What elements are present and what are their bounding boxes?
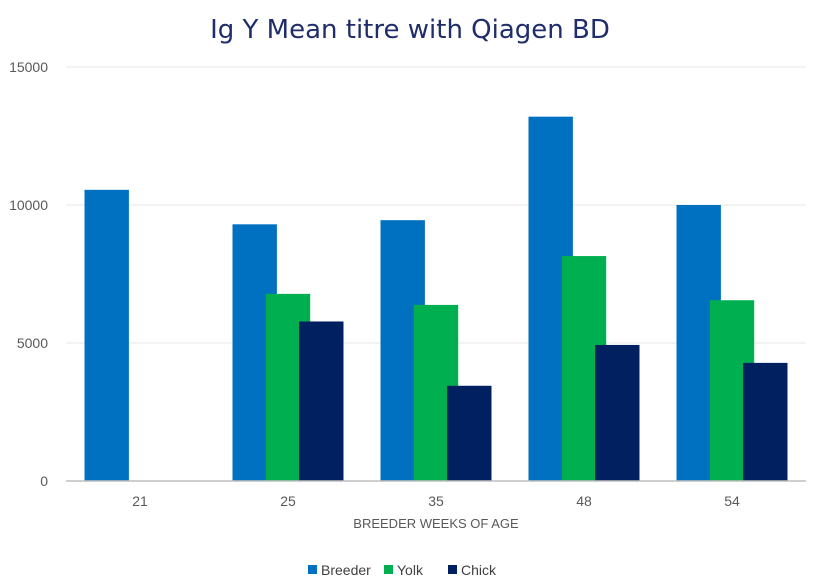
legend-item-yolk: Yolk (384, 562, 424, 578)
legend-label: Chick (461, 562, 497, 578)
legend-item-breeder: Breeder (308, 562, 371, 578)
x-tick-label: 54 (724, 493, 740, 509)
x-tick-label: 21 (132, 493, 148, 509)
bar-breeder-21 (84, 189, 129, 481)
x-axis-title: BREEDER WEEKS OF AGE (353, 516, 519, 531)
legend-swatch (384, 565, 393, 574)
x-axis-ticks: 21 25 35 48 54 (132, 493, 740, 509)
bar-chick-48 (595, 344, 640, 481)
legend-swatch (448, 565, 457, 574)
y-tick-label: 10000 (9, 197, 48, 213)
bar-chick-54 (743, 362, 788, 481)
y-tick-label: 0 (40, 473, 48, 489)
x-tick-label: 35 (428, 493, 444, 509)
legend-label: Breeder (321, 562, 371, 578)
x-tick-label: 25 (280, 493, 296, 509)
legend: Breeder Yolk Chick (308, 562, 497, 578)
chart-title: Ig Y Mean titre with Qiagen BD (210, 15, 610, 45)
bar-chick-25 (299, 321, 344, 481)
legend-label: Yolk (397, 562, 424, 578)
x-tick-label: 48 (576, 493, 592, 509)
y-axis-ticks: 0 5000 10000 15000 (9, 59, 48, 489)
legend-swatch (308, 565, 317, 574)
legend-item-chick: Chick (448, 562, 497, 578)
y-tick-label: 5000 (17, 335, 48, 351)
y-tick-label: 15000 (9, 59, 48, 75)
bar-chick-35 (447, 385, 492, 481)
bars (84, 116, 788, 482)
